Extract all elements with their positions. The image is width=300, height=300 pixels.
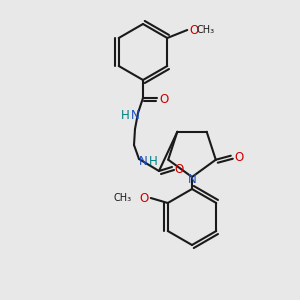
Text: O: O bbox=[174, 163, 184, 176]
Text: N: N bbox=[188, 173, 196, 186]
Text: CH₃: CH₃ bbox=[114, 193, 132, 203]
Text: O: O bbox=[159, 93, 169, 106]
Text: N: N bbox=[130, 109, 140, 122]
Text: O: O bbox=[139, 192, 148, 205]
Text: H: H bbox=[148, 155, 158, 168]
Text: N: N bbox=[139, 155, 147, 168]
Text: O: O bbox=[190, 24, 199, 37]
Text: CH₃: CH₃ bbox=[196, 25, 214, 35]
Text: H: H bbox=[121, 109, 129, 122]
Text: O: O bbox=[234, 151, 243, 164]
